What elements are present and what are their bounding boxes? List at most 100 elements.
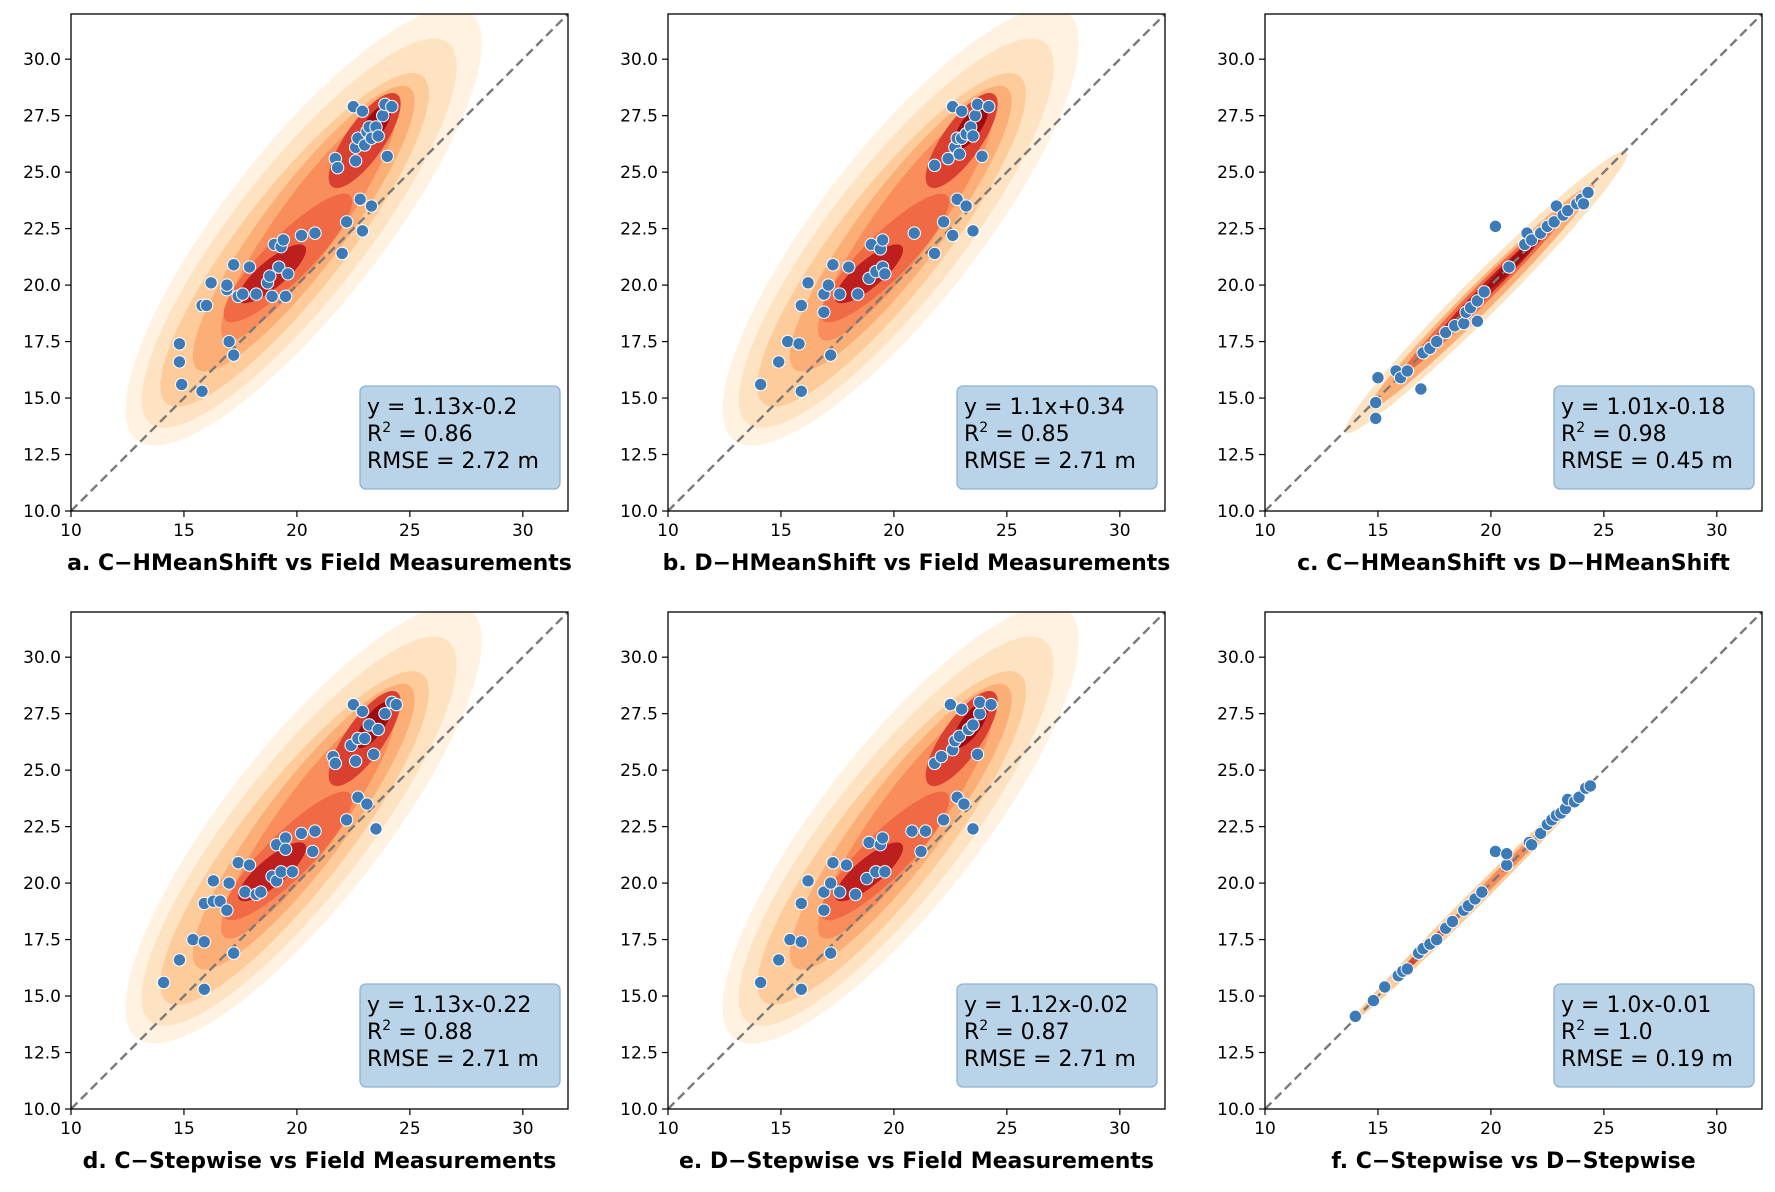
stats-equation: y = 1.1x+0.34 (964, 395, 1125, 420)
data-point (389, 697, 404, 712)
stats-box (359, 983, 561, 1088)
data-point (360, 797, 374, 811)
stats-rmse: RMSE = 2.71 m (964, 1047, 1136, 1072)
stats-box (1553, 385, 1755, 490)
stats-r2: R2 = 0.85 (964, 420, 1070, 447)
data-point (794, 384, 808, 398)
axes-frame (70, 13, 569, 512)
data-point (335, 246, 349, 261)
data-point (794, 982, 808, 996)
data-point (1561, 203, 1575, 218)
y-tick-label: 30.0 (620, 648, 658, 668)
data-point (249, 287, 263, 301)
data-point (973, 695, 987, 710)
data-point (875, 831, 890, 845)
data-point (346, 697, 361, 712)
data-point (281, 267, 295, 281)
data-point (817, 305, 831, 319)
y-tick-label: 20.0 (23, 276, 61, 296)
data-point (1533, 826, 1548, 841)
panel-title: b. D−HMeanShift vs Field Measurements (663, 551, 1171, 576)
y-tick-label: 25.0 (620, 163, 658, 183)
data-point (1576, 197, 1591, 211)
y-tick-label: 27.5 (1217, 705, 1255, 725)
stats-equation: y = 1.01x-0.18 (1561, 395, 1725, 420)
data-point (204, 276, 218, 290)
x-tick-label: 15 (1367, 521, 1389, 541)
y-tick-label: 12.5 (1217, 1044, 1255, 1064)
data-point (823, 348, 838, 362)
data-point (199, 298, 214, 313)
stats-equation: y = 1.13x-0.22 (367, 993, 531, 1018)
panel-a: 10.0 12.5 15.0 17.5 20.0 22.5 25.0 27.5 30.0 10 15… (23, 13, 572, 576)
x-tick-label: 10 (1254, 1119, 1276, 1139)
data-point (172, 953, 187, 967)
data-point (254, 885, 268, 899)
data-point (801, 276, 815, 290)
data-point (351, 790, 365, 804)
data-point (959, 199, 973, 213)
data-point (966, 718, 980, 732)
data-point (242, 858, 257, 872)
data-point (984, 697, 998, 712)
y-tick-label: 22.5 (23, 818, 61, 838)
data-point (1583, 779, 1598, 793)
data-point (862, 835, 876, 850)
y-tick-label: 25.0 (23, 761, 61, 781)
data-point (222, 876, 236, 890)
data-point (364, 199, 379, 213)
data-point (308, 226, 322, 240)
data-point (1524, 233, 1539, 247)
data-point (1572, 790, 1586, 804)
y-tick-label: 10.0 (620, 502, 658, 522)
axes-frame (667, 13, 1166, 512)
data-point (936, 813, 951, 827)
data-point (371, 129, 385, 143)
scatter-points (1368, 185, 1595, 426)
data-point (348, 754, 363, 768)
y-tick-label: 30.0 (1217, 50, 1255, 70)
data-point (823, 876, 838, 890)
data-point (1500, 847, 1514, 861)
data-point (172, 355, 187, 369)
y-tick-label: 30.0 (620, 50, 658, 70)
data-point (968, 108, 982, 123)
data-point (1488, 844, 1503, 859)
stats-rmse: RMSE = 2.71 m (367, 1047, 539, 1072)
data-point (851, 287, 865, 301)
x-tick-label: 25 (1593, 521, 1615, 541)
data-point (927, 158, 942, 173)
x-tick-label: 25 (399, 1119, 421, 1139)
stats-r2: R2 = 0.87 (964, 1018, 1070, 1045)
x-tick-label: 30 (1706, 521, 1728, 541)
data-point (1445, 914, 1460, 929)
data-point (943, 697, 958, 712)
data-point (801, 874, 815, 888)
x-tick-label: 25 (399, 521, 421, 541)
y-tick-label: 27.5 (620, 107, 658, 127)
x-tick-label: 30 (1109, 521, 1131, 541)
stats-box (1553, 983, 1755, 1088)
data-point (339, 813, 354, 827)
data-point (781, 334, 795, 349)
data-point (308, 824, 322, 838)
y-tick-label: 17.5 (1217, 931, 1255, 951)
data-point (1500, 858, 1514, 872)
data-point (982, 99, 996, 114)
data-point (1368, 411, 1383, 426)
data-point (970, 97, 985, 112)
data-point (1366, 993, 1381, 1008)
data-point (235, 287, 250, 301)
x-tick-label: 10 (60, 1119, 82, 1139)
data-point (294, 826, 309, 841)
y-tick-label: 10.0 (1217, 502, 1255, 522)
y-tick-label: 20.0 (620, 874, 658, 894)
y-tick-label: 20.0 (620, 276, 658, 296)
x-tick-label: 30 (512, 1119, 534, 1139)
data-point (1470, 314, 1485, 328)
data-point (197, 982, 211, 996)
data-point (242, 260, 257, 274)
x-tick-label: 10 (60, 521, 82, 541)
data-point (294, 228, 309, 243)
